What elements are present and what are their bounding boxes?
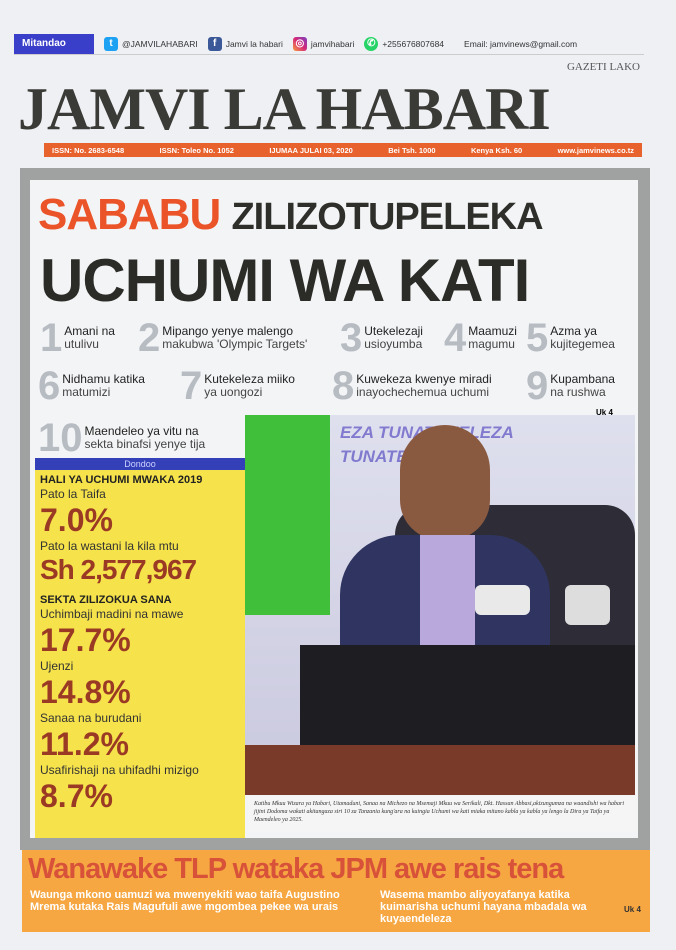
reason-text: makubwa 'Olympic Targets' <box>162 337 308 351</box>
flag <box>245 415 330 615</box>
reason-number: 8 <box>332 364 355 408</box>
whatsapp-number: +255676807684 <box>382 38 445 49</box>
reason-number: 5 <box>526 316 549 360</box>
facebook-handle: Jamvi la habari <box>225 38 283 49</box>
sector-value: 14.8% <box>40 674 131 710</box>
reason-text: Amani na <box>64 324 115 338</box>
instagram-handle: jamvihabari <box>310 38 355 49</box>
reason-text: na rushwa <box>550 385 606 399</box>
page-ref: Uk 4 <box>596 408 613 417</box>
bottom-sub-2: Wasema mambo aliyoyafanya katika kuimari… <box>380 889 587 925</box>
reason-text: matumizi <box>62 385 111 399</box>
kenya-price: Kenya Ksh. 60 <box>470 145 523 155</box>
reason-text: Kupambana <box>550 372 615 386</box>
sectors-list: Uchimbaji madini na mawe 17.7% Ujenzi 14.8%… <box>35 607 245 815</box>
dondoo-heading: HALI YA UCHUMI MWAKA 2019 <box>40 474 203 486</box>
photo-caption: Katibu Mkuu Wizara ya Habari, Utamaduni,… <box>248 796 636 832</box>
table <box>245 745 635 795</box>
masthead-logo: JAMVI LA HABARI <box>18 76 551 142</box>
stat-value: 7.0% <box>40 502 113 538</box>
tagline: GAZETI LAKO <box>566 61 640 73</box>
reason-item: 10 Maendeleo ya vitu na sekta binafsi yeny… <box>38 418 205 458</box>
microphone <box>475 585 530 615</box>
reason-item: 8 Kuwekeza kwenye miradi inayochechemua uc… <box>332 366 492 406</box>
bottom-page-ref: Uk 4 <box>624 905 641 914</box>
email: Email: jamvinews@gmail.com <box>464 38 578 49</box>
reason-item: 9 Kupambana na rushwa <box>526 366 615 406</box>
reason-item: 3 Utekelezaji usioyumba <box>340 318 423 358</box>
reason-number: 9 <box>526 364 549 408</box>
date: IJUMAA JULAI 03, 2020 <box>269 145 353 155</box>
dondoo-bar: Dondoo <box>35 458 245 470</box>
reason-item: 5 Azma ya kujitegemea <box>526 318 615 358</box>
reason-number: 1 <box>40 316 63 360</box>
reason-text: Azma ya <box>550 324 597 338</box>
bottom-headline: Wanawake TLP wataka JPM awe rais tena <box>28 853 564 885</box>
sector-label: Uchimbaji madini na mawe <box>40 607 184 621</box>
dondoo-box: Dondoo HALI YA UCHUMI MWAKA 2019 Pato la… <box>35 458 245 838</box>
stat-label: Pato la Taifa <box>40 487 106 501</box>
microphone <box>565 585 610 625</box>
reason-text: Maendeleo ya vitu na <box>84 424 199 438</box>
reason-item: 4 Maamuzi magumu <box>444 318 517 358</box>
info-strip: ISSN: No. 2683-6548 ISSN: Toleo No. 1052… <box>44 143 642 157</box>
issn: ISSN: No. 2683-6548 <box>52 145 125 155</box>
whatsapp-icon: ✆ <box>364 36 379 51</box>
twitter-handle: @JAMVILAHABARI <box>122 38 198 49</box>
sector-label: Usafirishaji na uhifadhi mizigo <box>40 763 199 777</box>
facebook-icon: f <box>207 36 222 51</box>
headline-line1: SABABU ZILIZOTUPELEKA <box>38 188 544 244</box>
website: www.jamvinews.co.tz <box>557 145 634 155</box>
reason-text: Kutekeleza miiko <box>204 372 295 386</box>
reason-text: Utekelezaji <box>364 324 423 338</box>
reason-text: Kuwekeza kwenye miradi <box>356 372 492 386</box>
bottom-sub-1: Waunga mkono uamuzi wa mwenyekiti wao ta… <box>30 889 340 913</box>
reason-text: usioyumba <box>364 337 423 351</box>
reason-item: 2 Mipango yenye malengo makubwa 'Olympic T… <box>138 318 307 358</box>
laptop <box>300 645 635 745</box>
sector-value: 11.2% <box>40 726 129 762</box>
sector-label: Sanaa na burudani <box>40 711 142 725</box>
price: Bei Tsh. 1000 <box>388 145 436 155</box>
reason-text: Nidhamu katika <box>62 372 145 386</box>
sector-value: 17.7% <box>40 622 131 658</box>
reason-number: 6 <box>38 364 61 408</box>
stat-value: Sh 2,577,967 <box>40 554 197 585</box>
social-bar: Mitandao t @JAMVILAHABARI f Jamvi la habar… <box>14 33 644 55</box>
reason-text: utulivu <box>64 337 99 351</box>
bottom-banner <box>22 850 650 932</box>
reason-number: 4 <box>444 316 467 360</box>
social-label: Mitandao <box>14 33 94 54</box>
reason-item: 6 Nidhamu katika matumizi <box>38 366 145 406</box>
reason-text: ya uongozi <box>204 385 263 399</box>
reason-text: sekta binafsi yenye tija <box>84 437 206 451</box>
reason-number: 2 <box>138 316 161 360</box>
speaker-head <box>400 425 490 540</box>
stat-label: Pato la wastani la kila mtu <box>40 539 179 553</box>
reason-text: magumu <box>468 337 515 351</box>
headline-word-sababu: SABABU <box>38 190 221 239</box>
reason-text: Mipango yenye malengo <box>162 324 294 338</box>
reason-item: 7 Kutekeleza miiko ya uongozi <box>180 366 295 406</box>
reason-text: Maamuzi <box>468 324 517 338</box>
reason-text: inayochechemua uchumi <box>356 385 489 399</box>
twitter-icon: t <box>104 36 118 51</box>
instagram-icon: ◎ <box>292 36 307 51</box>
sector-value: 8.7% <box>40 778 113 814</box>
main-photo: EZA TUNATEKELEZA TUNATEKELEZA <box>245 415 635 795</box>
issue-number: ISSN: Toleo No. 1052 <box>159 145 234 155</box>
sector-label: Ujenzi <box>40 659 74 673</box>
reason-number: 3 <box>340 316 363 360</box>
sectors-heading: SEKTA ZILIZOKUA SANA <box>40 594 172 606</box>
headline-line2: UCHUMI WA KATI <box>40 247 530 314</box>
headline-word-2: ZILIZOTUPELEKA <box>231 196 543 238</box>
reason-number: 10 <box>38 416 83 460</box>
reason-text: kujitegemea <box>550 337 615 351</box>
speaker-shirt <box>420 535 475 645</box>
reason-item: 1 Amani na utulivu <box>40 318 115 358</box>
reason-number: 7 <box>180 364 203 408</box>
